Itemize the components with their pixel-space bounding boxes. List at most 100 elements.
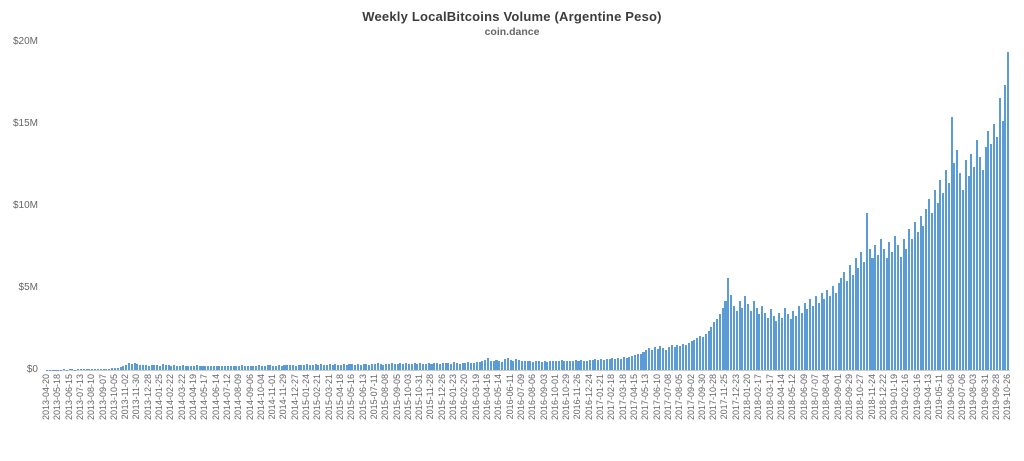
x-tick: 2013-08-10: [86, 374, 98, 420]
volume-bar: [806, 309, 809, 370]
volume-bar: [888, 242, 891, 370]
volume-bar: [241, 365, 244, 370]
volume-bar: [475, 362, 478, 370]
x-tick-label: 2016-02-20: [459, 374, 470, 421]
volume-bar: [91, 368, 94, 370]
x-tick-label: 2016-01-23: [448, 374, 459, 421]
volume-bar: [1007, 51, 1010, 370]
volume-bar: [978, 156, 981, 370]
volume-bar: [470, 362, 473, 370]
volume-bar: [108, 368, 111, 370]
volume-bar: [300, 364, 303, 370]
x-tick-label: 2014-05-17: [199, 374, 210, 421]
x-tick: 2018-09-01: [833, 374, 845, 420]
volume-bar: [291, 365, 294, 370]
volume-bar: [882, 248, 885, 370]
volume-bar: [631, 356, 634, 370]
x-tick-label: 2017-06-10: [651, 374, 662, 421]
volume-bar: [153, 364, 156, 370]
x-tick: 2013-09-07: [98, 374, 110, 420]
volume-bar: [489, 360, 492, 370]
volume-bar: [444, 363, 447, 370]
x-tick: 2014-03-22: [177, 374, 189, 420]
volume-bar: [925, 209, 928, 370]
volume-bar: [535, 360, 538, 370]
x-tick-label: 2018-04-14: [776, 374, 787, 421]
volume-bar: [144, 365, 147, 370]
y-tick-label: $5M: [18, 282, 38, 293]
volume-bar: [399, 363, 402, 370]
volume-bar: [407, 363, 410, 370]
volume-bar: [356, 363, 359, 370]
x-tick-label: 2014-11-01: [267, 374, 278, 420]
x-tick: 2016-02-20: [459, 374, 471, 420]
volume-bar: [393, 363, 396, 370]
volume-bar: [243, 366, 246, 370]
volume-bar: [523, 361, 526, 370]
volume-bar: [354, 364, 357, 370]
x-tick-label: 2018-10-27: [855, 374, 866, 421]
x-tick-label: 2017-10-28: [708, 374, 719, 421]
x-tick: 2018-06-09: [799, 374, 811, 420]
volume-bar: [96, 369, 99, 370]
volume-bar: [159, 365, 162, 370]
volume-bar: [860, 251, 863, 370]
volume-bar: [792, 310, 795, 370]
x-tick-label: 2018-09-29: [843, 374, 854, 421]
volume-bar: [464, 363, 467, 370]
volume-bar: [94, 368, 97, 370]
volume-bar: [947, 183, 950, 370]
volume-bar: [602, 359, 605, 370]
volume-bar: [424, 364, 427, 370]
volume-bar: [518, 359, 521, 370]
volume-bar: [506, 358, 509, 370]
x-tick: 2019-08-03: [968, 374, 980, 420]
volume-bar: [732, 306, 735, 370]
volume-bar: [427, 363, 430, 370]
volume-bar: [537, 361, 540, 370]
volume-bar: [814, 296, 817, 370]
volume-bar: [761, 306, 764, 370]
volume-bar: [902, 238, 905, 370]
volume-bar: [891, 251, 894, 370]
volume-bar: [563, 360, 566, 370]
y-tick-label: $20M: [12, 36, 38, 47]
volume-bar: [650, 349, 653, 370]
volume-bar: [730, 294, 733, 370]
volume-bar: [820, 292, 823, 370]
x-tick-label: 2017-09-02: [685, 374, 696, 421]
volume-bar: [286, 365, 289, 370]
x-tick-label: 2017-08-05: [674, 374, 685, 421]
volume-bar: [848, 265, 851, 370]
volume-bar: [574, 360, 577, 370]
volume-bar: [704, 333, 707, 370]
x-tick-label: 2015-12-26: [436, 374, 447, 421]
volume-bar: [376, 363, 379, 370]
volume-bar: [402, 364, 405, 370]
volume-bar: [258, 365, 261, 370]
x-tick: 2015-03-21: [324, 374, 336, 420]
volume-bar: [735, 310, 738, 370]
volume-bar: [113, 368, 116, 370]
volume-bar: [707, 330, 710, 370]
volume-bar: [215, 366, 218, 370]
volume-bar: [340, 365, 343, 370]
volume-bar: [337, 364, 340, 370]
volume-bar: [125, 365, 128, 370]
volume-bar: [854, 258, 857, 370]
volume-bar: [184, 365, 187, 370]
volume-bar: [605, 358, 608, 370]
volume-bar: [303, 365, 306, 370]
x-tick-label: 2017-05-13: [640, 374, 651, 421]
volume-bar: [554, 360, 557, 370]
volume-bar: [715, 319, 719, 370]
x-tick-label: 2013-10-05: [108, 374, 119, 421]
x-tick: 2015-12-26: [437, 374, 449, 420]
x-tick-label: 2015-10-03: [402, 374, 413, 421]
volume-bar: [879, 238, 882, 370]
volume-bar: [976, 140, 979, 370]
volume-bar: [57, 369, 60, 370]
volume-bar: [195, 365, 198, 370]
volume-bar: [351, 364, 354, 370]
volume-bar: [690, 341, 693, 370]
